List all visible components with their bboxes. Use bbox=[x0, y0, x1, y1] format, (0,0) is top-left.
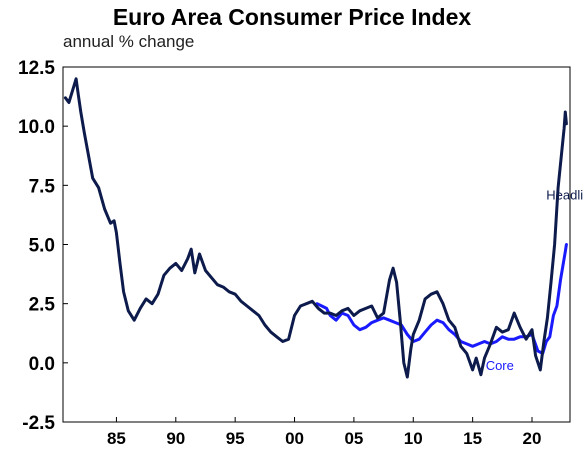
chart-subtitle: annual % change bbox=[63, 32, 195, 51]
x-tick-label: 15 bbox=[463, 429, 482, 448]
y-tick-label: 10.0 bbox=[18, 117, 55, 138]
x-tick-label: 95 bbox=[226, 429, 245, 448]
y-tick-label: 2.5 bbox=[29, 295, 56, 316]
x-axis: 85 90 95 00 05 10 15 20 bbox=[107, 417, 541, 448]
y-tick-label: -2.5 bbox=[22, 413, 55, 434]
y-tick-label: 0.0 bbox=[29, 354, 55, 375]
series-labels: Headline Core bbox=[486, 188, 584, 373]
y-axis: 12.5 10.0 7.5 5.0 2.5 0.0 -2.5 bbox=[18, 58, 68, 434]
x-tick-label: 00 bbox=[285, 429, 304, 448]
x-tick-label: 05 bbox=[344, 429, 363, 448]
core-series-label: Core bbox=[486, 358, 514, 373]
headline-series-label: Headline bbox=[546, 188, 584, 203]
x-tick-label: 20 bbox=[523, 429, 542, 448]
chart-title: Euro Area Consumer Price Index bbox=[112, 4, 472, 30]
y-tick-label: 7.5 bbox=[29, 176, 56, 197]
x-tick-label: 10 bbox=[404, 429, 423, 448]
y-tick-label: 12.5 bbox=[18, 58, 55, 79]
series-lines bbox=[63, 77, 568, 379]
headline-series-line bbox=[63, 77, 568, 379]
x-tick-label: 90 bbox=[166, 429, 185, 448]
y-tick-label: 5.0 bbox=[29, 236, 55, 257]
x-tick-label: 85 bbox=[107, 429, 126, 448]
